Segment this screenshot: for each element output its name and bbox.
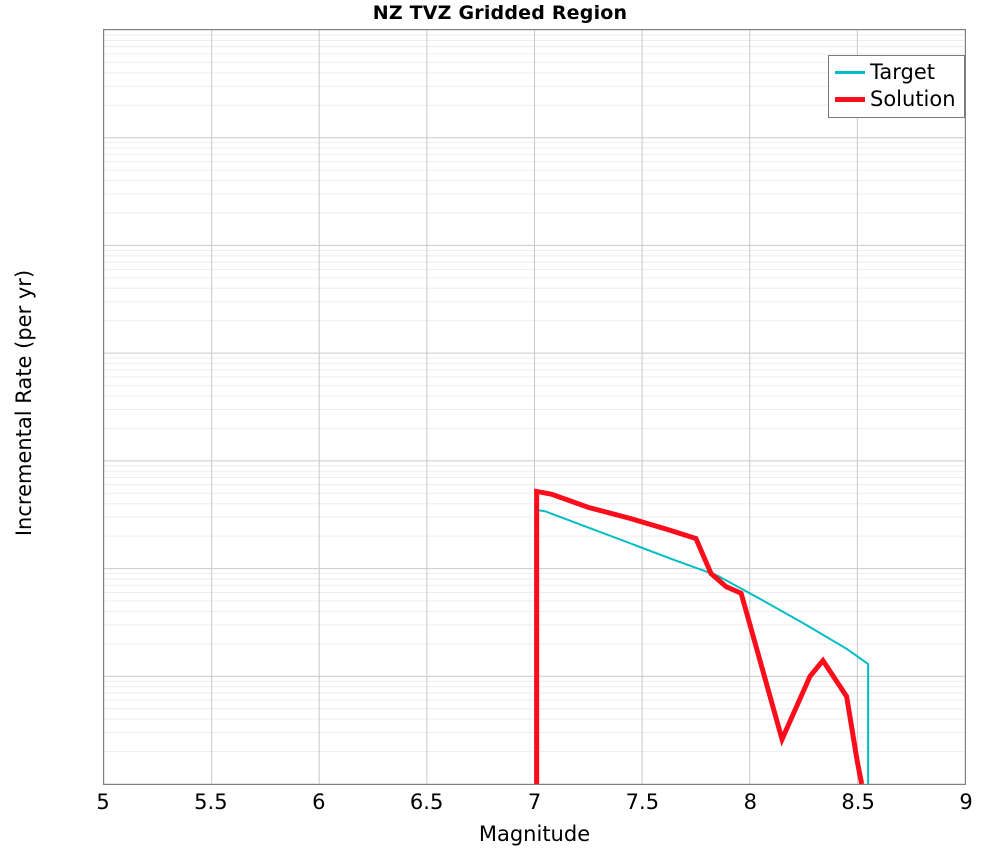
legend-item-target: Target [835,59,956,86]
x-tick-label: 9 [959,790,973,814]
x-tick-label: 5 [96,790,110,814]
legend-label: Solution [870,87,956,111]
plot-area [103,29,966,785]
x-tick-label: 8 [743,790,757,814]
x-tick-label: 7 [527,790,542,814]
legend-item-solution: Solution [835,86,956,113]
legend-swatch-icon [835,71,865,74]
x-tick-label: 6 [312,790,326,814]
legend-swatch-icon [835,97,865,102]
series-layer [534,488,870,784]
series-line-target [535,508,870,784]
y-axis-title: Incremental Rate (per yr) [12,269,36,537]
page-title: NZ TVZ Gridded Region [372,2,628,24]
legend-label: Target [870,60,935,84]
x-axis-title: Magnitude [478,822,591,846]
series-line-solution [534,488,865,784]
x-tick-label: 7.5 [625,790,660,814]
x-tick-label: 5.5 [194,790,228,814]
legend: Target Solution [828,55,965,118]
x-tick-label: 8.5 [841,790,875,814]
x-tick-label: 6.5 [409,790,444,814]
